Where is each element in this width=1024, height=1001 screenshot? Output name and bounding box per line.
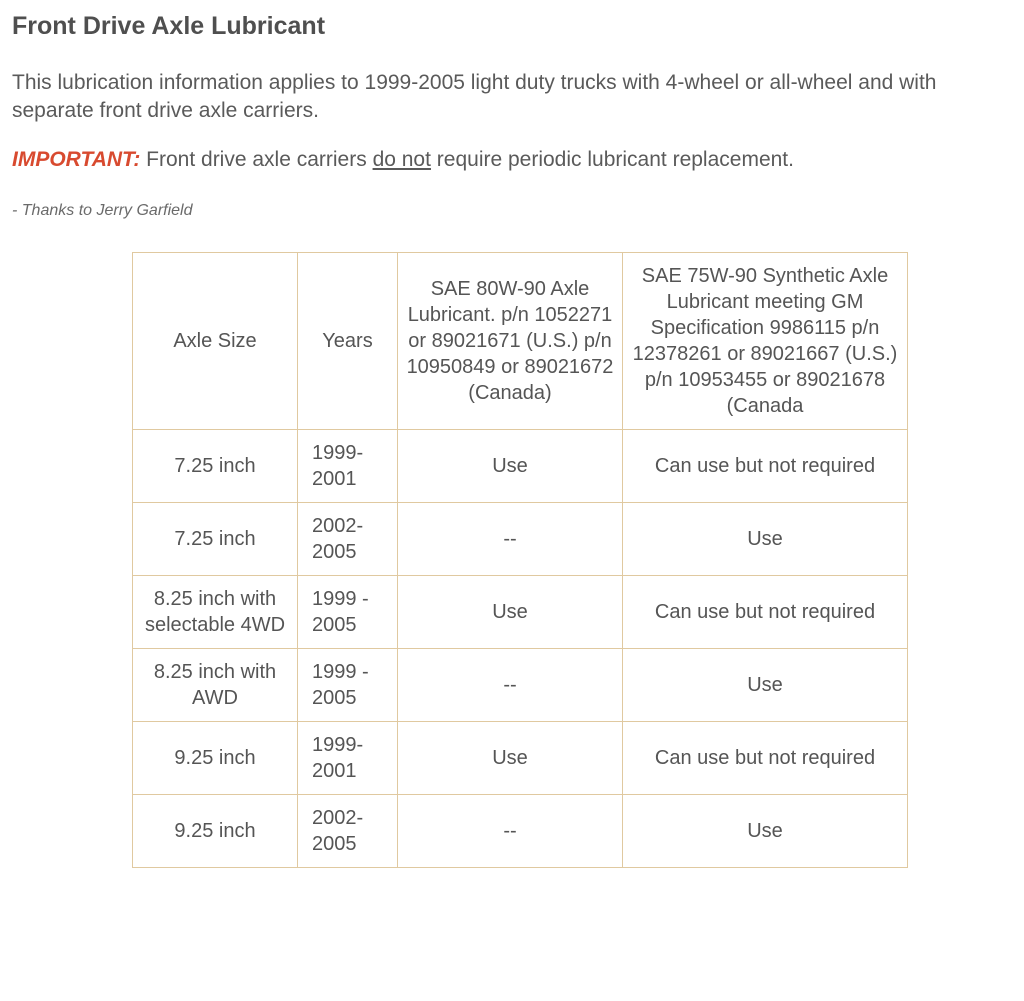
- cell-75w90: Use: [623, 794, 908, 867]
- cell-years: 1999-2001: [298, 721, 398, 794]
- cell-years: 1999-2001: [298, 429, 398, 502]
- col-axle-size: Axle Size: [133, 252, 298, 429]
- cell-years: 2002-2005: [298, 794, 398, 867]
- page-title: Front Drive Axle Lubricant: [12, 12, 1012, 41]
- important-underline: do not: [373, 148, 431, 171]
- table-row: 8.25 inch with AWD 1999 - 2005 -- Use: [133, 648, 908, 721]
- cell-75w90: Use: [623, 648, 908, 721]
- cell-axle: 8.25 inch with AWD: [133, 648, 298, 721]
- cell-years: 2002-2005: [298, 502, 398, 575]
- important-note: IMPORTANT: Front drive axle carriers do …: [12, 148, 1012, 172]
- cell-80w90: Use: [398, 429, 623, 502]
- important-text-after: require periodic lubricant replacement.: [431, 148, 794, 171]
- table-row: 7.25 inch 1999-2001 Use Can use but not …: [133, 429, 908, 502]
- cell-axle: 7.25 inch: [133, 502, 298, 575]
- col-years: Years: [298, 252, 398, 429]
- cell-axle: 8.25 inch with selectable 4WD: [133, 575, 298, 648]
- cell-axle: 9.25 inch: [133, 794, 298, 867]
- table-row: 8.25 inch with selectable 4WD 1999 - 200…: [133, 575, 908, 648]
- cell-75w90: Can use but not required: [623, 575, 908, 648]
- cell-75w90: Use: [623, 502, 908, 575]
- lubricant-table: Axle Size Years SAE 80W-90 Axle Lubrican…: [132, 252, 908, 868]
- cell-axle: 7.25 inch: [133, 429, 298, 502]
- cell-75w90: Can use but not required: [623, 429, 908, 502]
- cell-80w90: --: [398, 502, 623, 575]
- table-row: 9.25 inch 2002-2005 -- Use: [133, 794, 908, 867]
- table-header-row: Axle Size Years SAE 80W-90 Axle Lubrican…: [133, 252, 908, 429]
- important-label: IMPORTANT:: [12, 148, 140, 171]
- cell-80w90: Use: [398, 575, 623, 648]
- cell-80w90: Use: [398, 721, 623, 794]
- cell-years: 1999 - 2005: [298, 575, 398, 648]
- cell-years: 1999 - 2005: [298, 648, 398, 721]
- cell-80w90: --: [398, 794, 623, 867]
- cell-75w90: Can use but not required: [623, 721, 908, 794]
- intro-paragraph: This lubrication information applies to …: [12, 69, 1012, 126]
- credit-line: - Thanks to Jerry Garfield: [12, 202, 1012, 220]
- cell-axle: 9.25 inch: [133, 721, 298, 794]
- table-row: 7.25 inch 2002-2005 -- Use: [133, 502, 908, 575]
- cell-80w90: --: [398, 648, 623, 721]
- table-row: 9.25 inch 1999-2001 Use Can use but not …: [133, 721, 908, 794]
- col-75w90: SAE 75W-90 Synthetic Axle Lubricant meet…: [623, 252, 908, 429]
- important-text-before: Front drive axle carriers: [140, 148, 372, 171]
- col-80w90: SAE 80W-90 Axle Lubricant. p/n 1052271 o…: [398, 252, 623, 429]
- table-body: 7.25 inch 1999-2001 Use Can use but not …: [133, 429, 908, 867]
